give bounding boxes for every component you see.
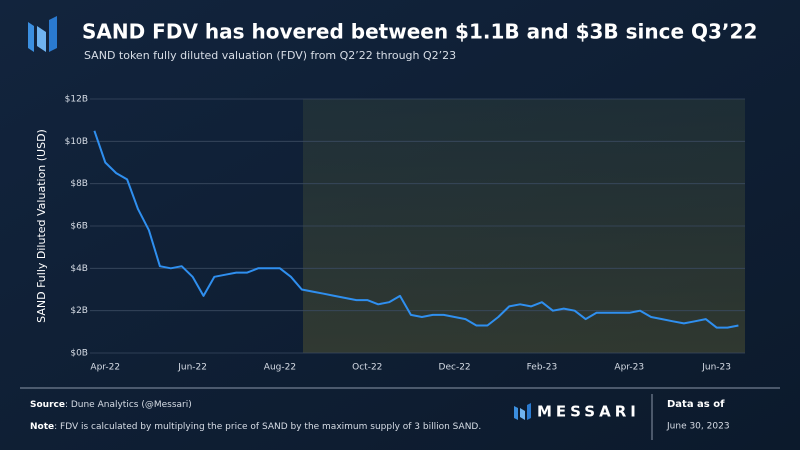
y-tick-label: $10B	[65, 137, 88, 147]
chart-subtitle: SAND token fully diluted valuation (FDV)…	[84, 49, 456, 62]
x-tick-label: Oct-22	[352, 363, 382, 373]
source-label: Source	[30, 400, 65, 410]
source: : Dune Analytics (@Messari)	[65, 400, 192, 410]
y-axis-label: SAND Fully Diluted Valuation (USD)	[35, 129, 48, 323]
data-as-of: June 30, 2023	[666, 422, 730, 432]
x-tick-label: Feb-23	[527, 363, 558, 373]
brand: MESSARI	[537, 403, 640, 421]
y-tick-label: $0B	[70, 349, 88, 359]
x-tick-label: Apr-22	[90, 363, 120, 373]
y-tick-label: $4B	[70, 264, 88, 274]
data-as-of-label: Data as of	[667, 399, 725, 410]
logo-icon	[28, 16, 57, 52]
brand-icon	[514, 403, 531, 420]
source-line: Source: Dune Analytics (@Messari)	[30, 400, 192, 410]
y-tick-label: $6B	[70, 222, 88, 232]
note-line: Note: FDV is calculated by multiplying t…	[30, 422, 481, 432]
y-tick-label: $2B	[70, 306, 88, 316]
x-tick-label: Apr-23	[614, 363, 644, 373]
note-label: Note	[30, 422, 54, 432]
x-tick-label: Aug-22	[264, 363, 296, 373]
y-tick-label: $8B	[70, 179, 88, 189]
line	[93, 130, 739, 329]
x-tick-label: Jun-23	[701, 363, 731, 373]
x-tick-label: Dec-22	[439, 363, 471, 373]
y-tick-label: $12B	[65, 95, 88, 105]
note: : FDV is calculated by multiplying the p…	[54, 422, 481, 432]
chart-title: SAND FDV has hovered between $1.1B and $…	[82, 20, 757, 44]
x-tick-label: Jun-22	[177, 363, 207, 373]
